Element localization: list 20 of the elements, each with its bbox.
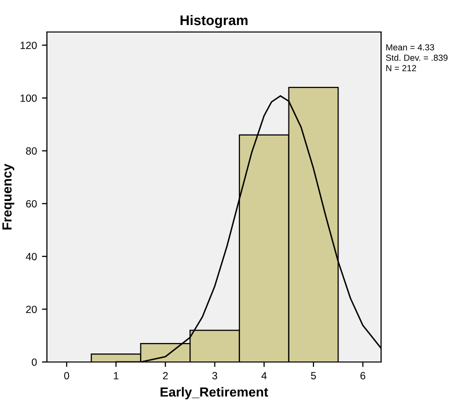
y-tick-label: 20	[26, 306, 37, 314]
text: Mean = 4.33	[386, 44, 434, 50]
x-axis-title: Early_Retirement	[160, 386, 268, 400]
text: N = 212	[386, 65, 416, 72]
y-tick-label: 80	[26, 147, 37, 155]
x-tick-label: 1	[114, 372, 118, 380]
y-tick-label: 120	[20, 42, 37, 50]
y-tick-label: 60	[26, 200, 37, 208]
y-tick-label: 100	[20, 94, 37, 102]
y-tick-label: 0	[32, 358, 37, 366]
y-axis-title: Frequency	[2, 164, 14, 230]
x-tick-label: 4	[261, 372, 267, 380]
y-tick-label: 40	[26, 252, 37, 260]
x-tick-label: 0	[64, 372, 70, 380]
x-tick-label: 2	[163, 372, 168, 380]
chart-title: Histogram	[180, 14, 248, 28]
text: Std. Dev. = .839	[386, 54, 448, 61]
x-tick-label: 6	[360, 372, 366, 380]
x-tick-label: 3	[212, 372, 218, 380]
x-tick-label: 5	[310, 372, 316, 380]
